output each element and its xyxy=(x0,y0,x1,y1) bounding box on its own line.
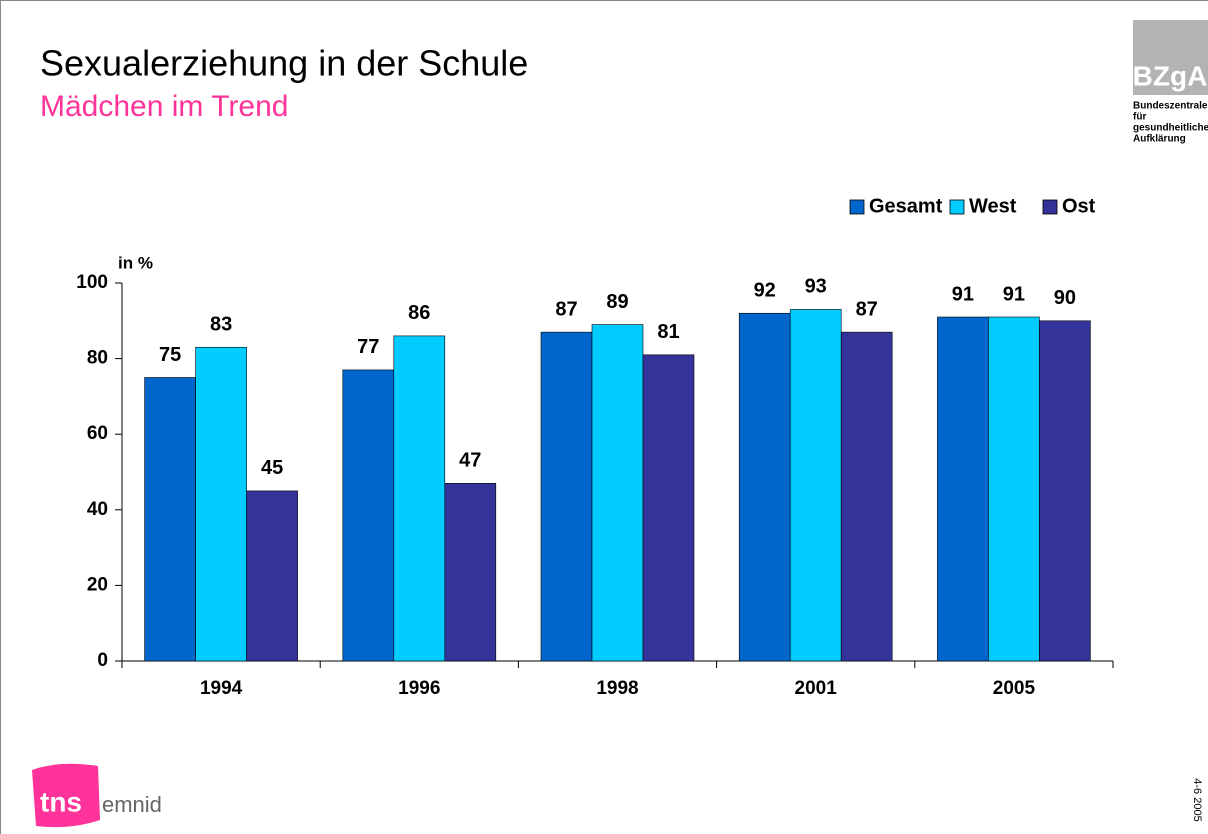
data-label: 93 xyxy=(805,276,827,298)
date: 4-6 2005 xyxy=(1191,778,1203,821)
data-label: 81 xyxy=(657,321,679,343)
bzga-box xyxy=(1133,20,1208,95)
data-label: 87 xyxy=(555,298,577,320)
legend-swatch xyxy=(849,199,865,215)
x-tick-label: 1994 xyxy=(200,678,243,699)
bar xyxy=(444,483,497,662)
x-tick-label: 2005 xyxy=(993,678,1036,699)
data-label: 92 xyxy=(754,280,776,302)
bar xyxy=(393,335,446,662)
legend-label: Ost xyxy=(1062,195,1096,217)
y-tick-label: 100 xyxy=(76,272,108,293)
data-label: 75 xyxy=(159,344,181,366)
bzga-logo: BZgA Bundeszentrale für gesundheitliche … xyxy=(1133,20,1208,145)
x-tick-label: 1998 xyxy=(596,678,638,699)
bar xyxy=(789,309,842,662)
bzga-line: für xyxy=(1133,112,1146,123)
bzga-line: gesundheitliche xyxy=(1133,123,1208,134)
bar xyxy=(988,316,1040,662)
y-axis-label: in % xyxy=(118,253,153,272)
tns-logo: tns emnid xyxy=(32,763,162,828)
bzga-line: Aufklärung xyxy=(1133,134,1186,145)
data-label: 77 xyxy=(357,336,379,358)
bar xyxy=(342,369,395,662)
data-label: 83 xyxy=(210,314,232,336)
data-label: 87 xyxy=(856,298,878,320)
y-tick-label: 60 xyxy=(87,423,108,444)
tns-name: tns xyxy=(40,786,82,817)
chart-title: Sexualerziehung in der Schule xyxy=(40,43,528,84)
legend-label: Gesamt xyxy=(869,195,943,217)
bar xyxy=(840,331,893,662)
y-tick-label: 80 xyxy=(87,348,108,369)
bar xyxy=(591,324,644,662)
data-label: 47 xyxy=(459,450,481,472)
legend-swatch xyxy=(949,199,965,215)
legend-label: West xyxy=(969,195,1017,217)
bzga-name: BZgA xyxy=(1133,60,1208,91)
data-label: 89 xyxy=(606,291,628,313)
bar xyxy=(144,377,196,662)
tns-shape xyxy=(32,763,100,828)
bar xyxy=(642,354,695,662)
chart-subtitle: Mädchen im Trend xyxy=(40,90,288,123)
x-tick-label: 1996 xyxy=(398,678,440,699)
bar xyxy=(246,490,298,662)
bar xyxy=(1039,320,1091,662)
legend-swatch xyxy=(1042,199,1058,215)
bar xyxy=(540,331,593,662)
bar xyxy=(195,346,247,662)
bar xyxy=(937,316,989,662)
bar xyxy=(738,312,791,662)
data-label: 91 xyxy=(1003,283,1025,305)
y-tick-label: 0 xyxy=(97,650,108,671)
tns-suffix: emnid xyxy=(102,792,162,817)
y-tick-label: 40 xyxy=(87,499,108,520)
data-label: 45 xyxy=(261,457,283,479)
data-label: 91 xyxy=(952,283,974,305)
x-tick-label: 2001 xyxy=(795,678,838,699)
data-label: 86 xyxy=(408,302,430,324)
bzga-line: Bundeszentrale xyxy=(1133,101,1208,112)
y-tick-label: 20 xyxy=(87,574,108,595)
data-label: 90 xyxy=(1054,287,1076,309)
